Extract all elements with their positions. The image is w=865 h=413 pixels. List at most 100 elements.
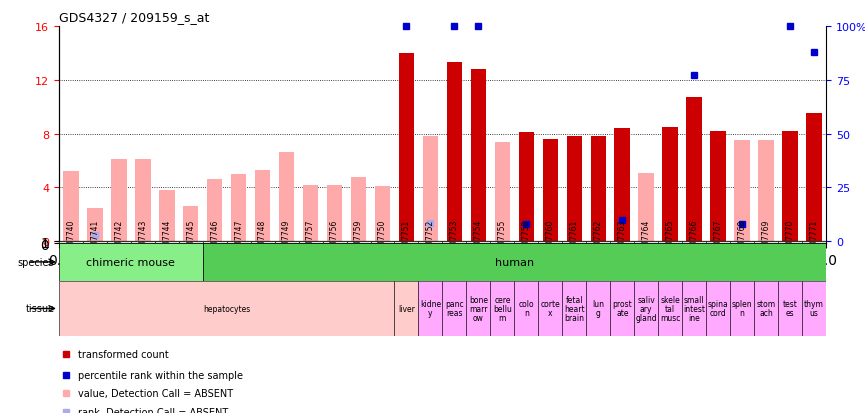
Text: stom
ach: stom ach	[757, 300, 776, 318]
Bar	[83, 242, 106, 244]
Bar	[538, 281, 562, 337]
Text: splen
n: splen n	[732, 300, 753, 318]
Bar	[471, 70, 486, 242]
Bar	[419, 281, 443, 337]
Bar	[466, 281, 490, 337]
Bar	[274, 242, 298, 244]
Text: GSM837767: GSM837767	[714, 219, 722, 266]
Text: GSM837760: GSM837760	[546, 219, 554, 266]
Text: GSM837763: GSM837763	[618, 219, 627, 266]
Bar	[394, 281, 419, 337]
Text: human: human	[495, 257, 534, 267]
Text: GSM837759: GSM837759	[354, 219, 363, 266]
Bar	[251, 242, 274, 244]
Bar	[586, 281, 611, 337]
Bar	[634, 242, 658, 244]
Text: GSM837740: GSM837740	[67, 219, 75, 266]
Text: GSM837741: GSM837741	[90, 220, 99, 266]
Text: GSM837753: GSM837753	[450, 219, 459, 266]
Bar	[490, 242, 515, 244]
Text: transformed count: transformed count	[78, 349, 169, 359]
Text: species: species	[18, 257, 54, 267]
Text: percentile rank within the sample: percentile rank within the sample	[78, 370, 243, 380]
Text: hepatocytes: hepatocytes	[203, 304, 250, 313]
Text: GSM837766: GSM837766	[689, 219, 699, 266]
Text: chimeric mouse: chimeric mouse	[86, 257, 176, 267]
Bar	[255, 171, 271, 242]
Bar	[59, 242, 83, 244]
Text: GSM837754: GSM837754	[474, 219, 483, 266]
Bar	[490, 281, 515, 337]
Text: GSM837771: GSM837771	[810, 220, 818, 266]
Text: colo
n: colo n	[518, 300, 535, 318]
Text: GSM837769: GSM837769	[762, 219, 771, 266]
Bar	[782, 131, 798, 242]
Bar	[231, 174, 247, 242]
Bar	[706, 281, 730, 337]
Bar	[710, 131, 726, 242]
Text: GSM837750: GSM837750	[378, 219, 387, 266]
Bar	[179, 242, 202, 244]
Bar	[419, 242, 443, 244]
Bar	[59, 281, 394, 337]
Bar	[106, 242, 131, 244]
Bar	[131, 242, 155, 244]
Text: small
intest
ine: small intest ine	[683, 295, 705, 322]
Bar	[515, 242, 538, 244]
Bar	[394, 242, 419, 244]
Bar	[202, 242, 227, 244]
Bar	[591, 137, 606, 242]
Bar	[614, 129, 630, 242]
Text: GSM837748: GSM837748	[258, 220, 267, 266]
Bar	[706, 242, 730, 244]
Bar	[159, 191, 175, 242]
Bar	[347, 242, 370, 244]
Bar	[303, 185, 318, 242]
Bar	[658, 281, 682, 337]
Bar	[802, 281, 826, 337]
Text: liver: liver	[398, 304, 415, 313]
Text: GSM837758: GSM837758	[522, 220, 531, 266]
Bar	[207, 180, 222, 242]
Bar	[754, 242, 778, 244]
Text: GSM837744: GSM837744	[163, 219, 171, 266]
Bar	[63, 172, 79, 242]
Bar	[375, 187, 390, 242]
Bar	[663, 128, 678, 242]
Bar	[227, 242, 251, 244]
Bar	[87, 208, 103, 242]
Text: GSM837742: GSM837742	[114, 220, 123, 266]
Bar	[466, 242, 490, 244]
Bar	[370, 242, 394, 244]
Bar	[183, 206, 198, 242]
Bar	[323, 242, 347, 244]
Bar	[754, 281, 778, 337]
Text: thym
us: thym us	[804, 300, 824, 318]
Text: value, Detection Call = ABSENT: value, Detection Call = ABSENT	[78, 389, 234, 399]
Text: lun
g: lun g	[593, 300, 605, 318]
Bar	[111, 160, 126, 242]
Bar	[682, 281, 706, 337]
Text: GSM837749: GSM837749	[282, 219, 292, 266]
Text: spina
cord: spina cord	[708, 300, 728, 318]
Text: cere
bellu
m: cere bellu m	[493, 295, 512, 322]
Text: bone
marr
ow: bone marr ow	[469, 295, 488, 322]
Bar	[759, 141, 774, 242]
Bar	[399, 54, 414, 242]
Bar	[778, 281, 802, 337]
Bar	[638, 173, 654, 242]
Text: saliv
ary
gland: saliv ary gland	[636, 295, 657, 322]
Bar	[59, 244, 202, 281]
Bar	[611, 242, 634, 244]
Bar	[515, 281, 538, 337]
Text: panc
reas: panc reas	[445, 300, 464, 318]
Bar	[567, 137, 582, 242]
Bar	[443, 242, 466, 244]
Bar	[202, 244, 826, 281]
Text: GSM837752: GSM837752	[426, 220, 435, 266]
Bar	[730, 242, 754, 244]
Bar	[495, 142, 510, 242]
Text: GSM837765: GSM837765	[666, 219, 675, 266]
Text: GSM837745: GSM837745	[186, 219, 195, 266]
Bar	[350, 177, 366, 242]
